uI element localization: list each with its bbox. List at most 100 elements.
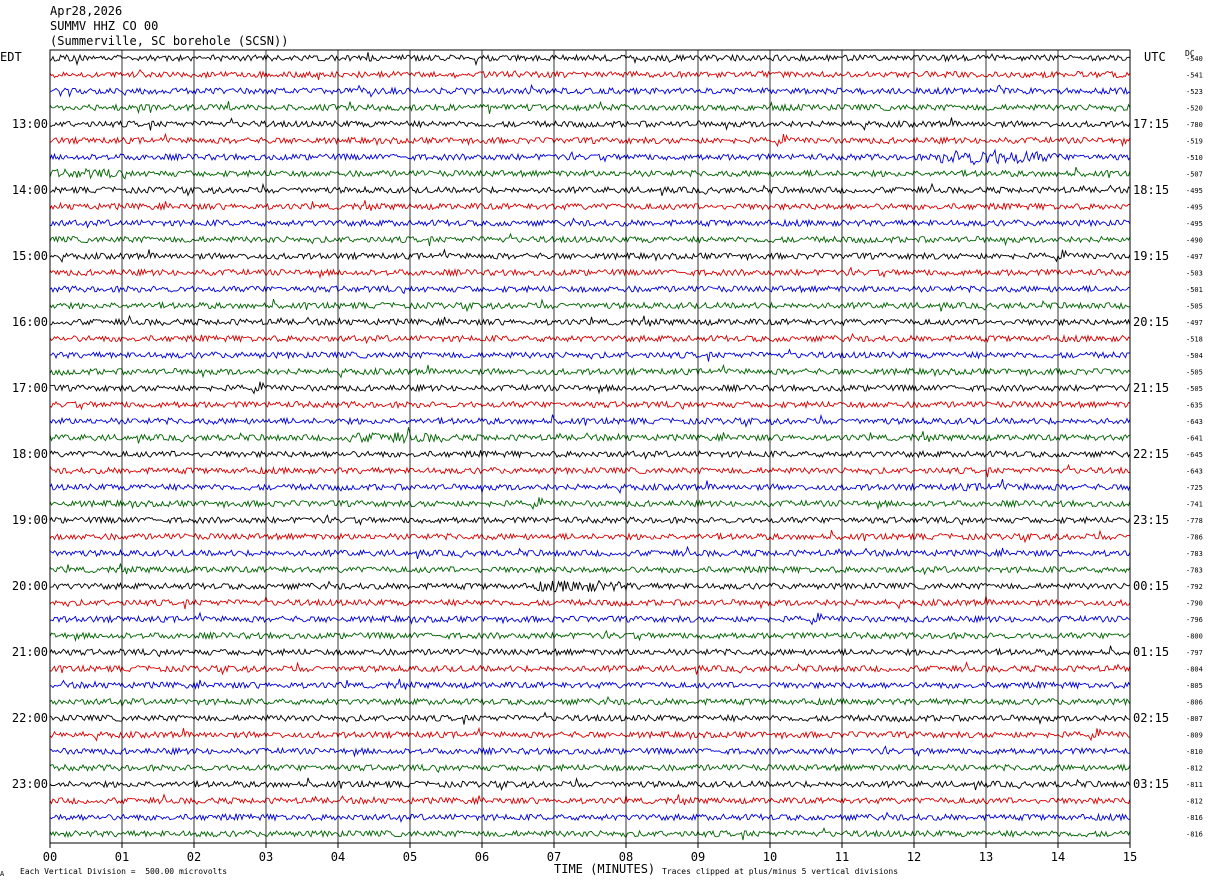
trace-line (49, 793, 1131, 806)
trace-line (49, 400, 1131, 411)
trace-line (49, 217, 1131, 229)
clip-note: Traces clipped at plus/minus 5 vertical … (662, 867, 899, 876)
dc-offset-label: -510 (1186, 154, 1203, 162)
x-tick-label: 12 (907, 850, 921, 864)
trace-line (49, 497, 1131, 511)
edt-hour-label: 20:00 (12, 579, 48, 593)
dc-offset-label: -816 (1186, 831, 1203, 839)
utc-hour-label: 19:15 (1133, 249, 1169, 263)
dc-offset-label: -645 (1186, 451, 1203, 459)
dc-offset-label: -809 (1186, 732, 1203, 740)
utc-label: UTC (1144, 50, 1166, 64)
utc-hour-label: 00:15 (1133, 579, 1169, 593)
edt-label: EDT (0, 50, 22, 64)
x-tick-label: 02 (187, 850, 201, 864)
trace-line (49, 478, 1131, 495)
trace-line (49, 132, 1131, 148)
x-tick-label: 05 (403, 850, 417, 864)
trace-line (49, 529, 1131, 544)
location-label: (Summerville, SC borehole (SCSN)) (50, 34, 289, 48)
edt-hour-label: 18:00 (12, 447, 48, 461)
trace-line (49, 811, 1131, 823)
date-label: Apr28,2026 (50, 4, 123, 18)
dc-offset-label: -643 (1186, 418, 1203, 426)
trace-line (49, 745, 1131, 758)
trace-line (49, 314, 1131, 327)
trace-line (49, 661, 1131, 676)
edt-hour-label: 13:00 (12, 117, 48, 131)
edt-hour-label: 19:00 (12, 513, 48, 527)
dc-offset-label: -503 (1186, 270, 1203, 278)
trace-line (49, 449, 1131, 460)
edt-hour-label: 22:00 (12, 711, 48, 725)
trace-line (49, 148, 1131, 166)
dc-offset-label: -641 (1186, 435, 1203, 443)
edt-hour-label: 23:00 (12, 777, 48, 791)
trace-line (49, 248, 1131, 264)
dc-offset-label: -523 (1186, 88, 1203, 96)
x-tick-label: 10 (763, 850, 777, 864)
dc-offset-label: -725 (1186, 484, 1203, 492)
dc-offset-label: -541 (1186, 72, 1203, 80)
x-tick-label: 03 (259, 850, 273, 864)
dc-offset-label: -806 (1186, 699, 1203, 707)
trace-line (49, 182, 1131, 197)
x-tick-label: 11 (835, 850, 849, 864)
trace-line (49, 776, 1131, 791)
dc-offset-label: -807 (1186, 715, 1203, 723)
trace-line (49, 514, 1131, 526)
trace-line (49, 711, 1131, 725)
x-tick-label: 15 (1123, 850, 1137, 864)
dc-offset-label: -519 (1186, 138, 1203, 146)
edt-hour-label: 14:00 (12, 183, 48, 197)
trace-line (49, 117, 1131, 131)
dc-offset-label: -540 (1186, 55, 1203, 63)
dc-offset-label: -804 (1186, 666, 1203, 674)
trace-line (49, 83, 1131, 98)
utc-hour-label: 18:15 (1133, 183, 1169, 197)
utc-hour-label: 23:15 (1133, 513, 1169, 527)
trace-line (49, 284, 1131, 295)
trace-line (49, 645, 1131, 658)
trace-line (49, 348, 1131, 362)
dc-offset-label: -520 (1186, 105, 1203, 113)
utc-hour-label: 20:15 (1133, 315, 1169, 329)
trace-line (49, 695, 1131, 708)
x-tick-label: 13 (979, 850, 993, 864)
trace-line (49, 232, 1131, 247)
dc-offset-label: -790 (1186, 600, 1203, 608)
trace-line (49, 52, 1131, 67)
dc-offset-label: -792 (1186, 583, 1203, 591)
dc-offset-label: -505 (1186, 303, 1203, 311)
dc-offset-label: -490 (1186, 237, 1203, 245)
dc-offset-label: -797 (1186, 649, 1203, 657)
dc-offset-label: -501 (1186, 286, 1203, 294)
utc-hour-label: 02:15 (1133, 711, 1169, 725)
trace-line (49, 611, 1131, 626)
utc-hour-label: 17:15 (1133, 117, 1169, 131)
x-tick-label: 04 (331, 850, 345, 864)
dc-offset-label: -812 (1186, 765, 1203, 773)
trace-line (49, 298, 1131, 313)
dc-offset-label: -810 (1186, 748, 1203, 756)
dc-offset-label: -635 (1186, 402, 1203, 410)
trace-line (49, 563, 1131, 576)
station-label: SUMMV HHZ CO 00 (50, 19, 159, 33)
trace-line (49, 68, 1131, 80)
trace-line (49, 166, 1131, 180)
scale-note: Each Vertical Division = 500.00 microvol… (20, 867, 228, 876)
dc-offset-label: -518 (1186, 336, 1203, 344)
trace-line (49, 629, 1130, 643)
dc-offset-label: -643 (1186, 468, 1203, 476)
trace-line (49, 579, 1131, 593)
trace-line (49, 763, 1131, 773)
x-tick-label: 08 (619, 850, 633, 864)
dc-offset-label: -783 (1186, 567, 1203, 575)
trace-line (49, 363, 1131, 379)
dc-offset-label: -778 (1186, 517, 1203, 525)
dc-offset-label: -741 (1186, 501, 1203, 509)
dc-offset-label: -780 (1186, 121, 1203, 129)
trace-line (49, 726, 1131, 742)
utc-hour-label: 03:15 (1133, 777, 1169, 791)
dc-offset-label: -504 (1186, 352, 1203, 360)
